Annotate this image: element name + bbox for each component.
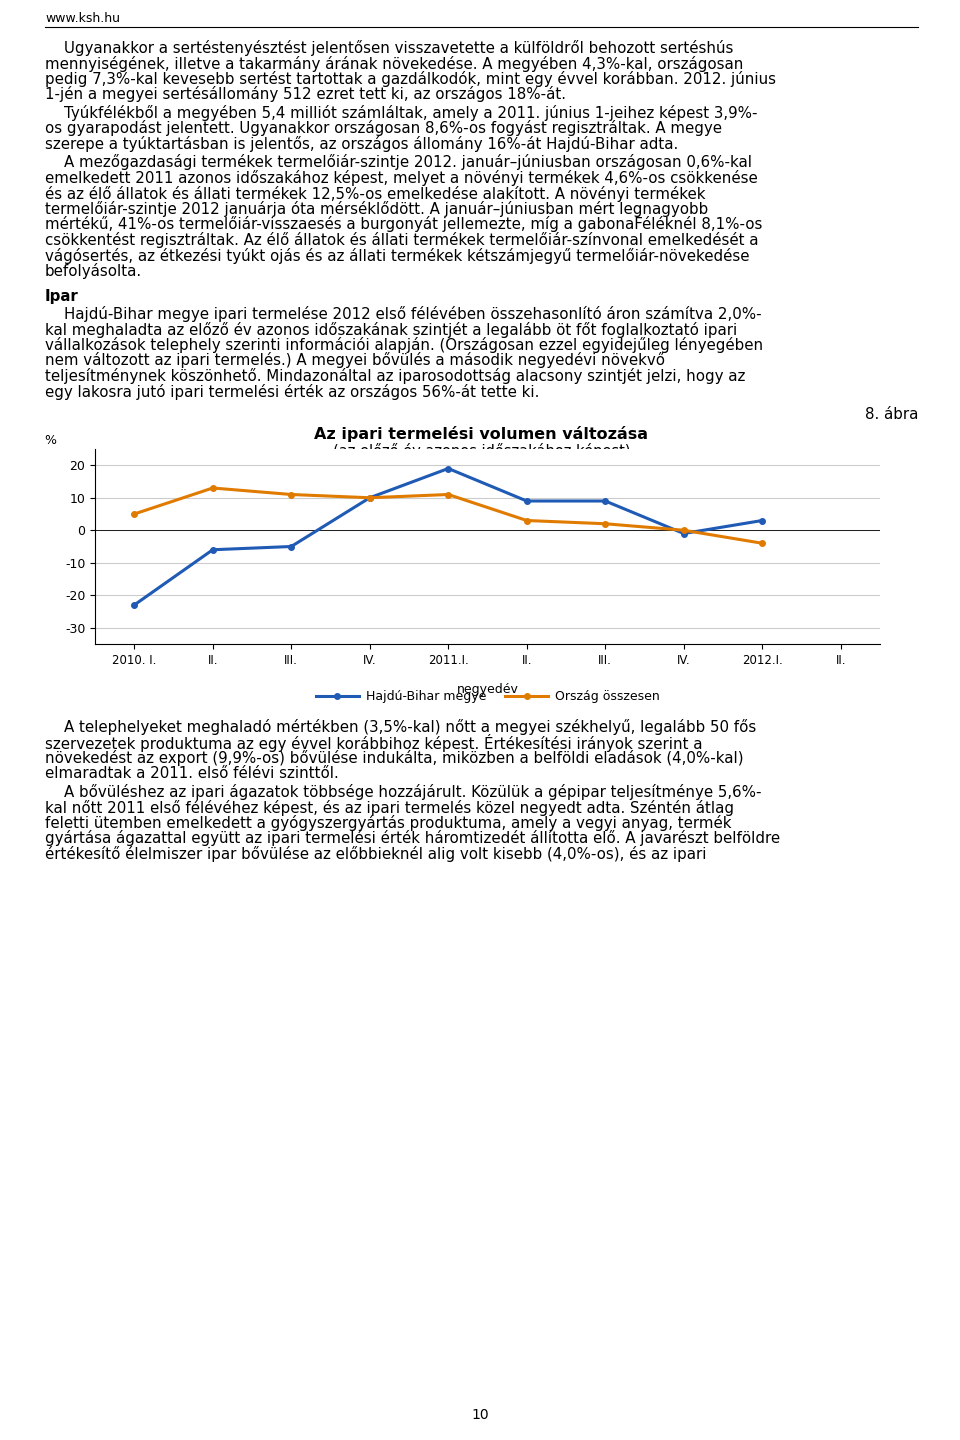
Text: Tyúkfélékből a megyében 5,4 milliót számláltak, amely a 2011. június 1-jeihez ké: Tyúkfélékből a megyében 5,4 milliót szám… bbox=[45, 105, 757, 121]
Text: növekedést az export (9,9%-os) bővülése indukálta, miközben a belföldi eladások : növekedést az export (9,9%-os) bővülése … bbox=[45, 750, 744, 766]
Text: egy lakosra jutó ipari termelési érték az országos 56%-át tette ki.: egy lakosra jutó ipari termelési érték a… bbox=[45, 383, 540, 399]
Text: teljesítménynek köszönhető. Mindazonáltal az iparosodottság alacsony szintjét je: teljesítménynek köszönhető. Mindazonálta… bbox=[45, 369, 745, 384]
Text: os gyarapodást jelentett. Ugyanakkor országosan 8,6%-os fogyást regisztráltak. A: os gyarapodást jelentett. Ugyanakkor ors… bbox=[45, 121, 722, 137]
Text: nem változott az ipari termelés.) A megyei bővülés a második negyedévi növekvő: nem változott az ipari termelés.) A megy… bbox=[45, 353, 665, 369]
Text: kal nőtt 2011 első félévéhez képest, és az ipari termelés közel negyedt adta. Sz: kal nőtt 2011 első félévéhez képest, és … bbox=[45, 799, 734, 815]
Text: 1-jén a megyei sertésállomány 512 ezret tett ki, az országos 18%-át.: 1-jén a megyei sertésállomány 512 ezret … bbox=[45, 86, 566, 102]
Text: elmaradtak a 2011. első félévi szinttől.: elmaradtak a 2011. első félévi szinttől. bbox=[45, 766, 339, 780]
Text: A bővüléshez az ipari ágazatok többsége hozzájárult. Közülük a gépipar teljesítm: A bővüléshez az ipari ágazatok többsége … bbox=[45, 783, 761, 801]
Text: szervezetek produktuma az egy évvel korábbihoz képest. Értékesítési irányok szer: szervezetek produktuma az egy évvel korá… bbox=[45, 734, 703, 753]
Text: gyártása ágazattal együtt az ipari termelési érték háromtizedét állította elő. A: gyártása ágazattal együtt az ipari terme… bbox=[45, 831, 780, 847]
Text: 10: 10 bbox=[471, 1408, 489, 1423]
Text: A mezőgazdasági termékek termelőiár-szintje 2012. január–júniusban országosan 0,: A mezőgazdasági termékek termelőiár-szin… bbox=[45, 154, 752, 170]
Text: (az előző év azonos időszakához képest): (az előző év azonos időszakához képest) bbox=[333, 444, 631, 459]
Text: %: % bbox=[44, 433, 56, 446]
Text: vágósertés, az étkezési tyúkt ojás és az állati termékek kétszámjegyű termelőiár: vágósertés, az étkezési tyúkt ojás és az… bbox=[45, 248, 750, 264]
Text: befolyásolta.: befolyásolta. bbox=[45, 264, 142, 279]
Text: Ipar: Ipar bbox=[45, 288, 79, 304]
Text: kal meghaladta az előző év azonos időszakának szintjét a legalább öt főt foglalk: kal meghaladta az előző év azonos idősza… bbox=[45, 321, 737, 337]
Text: Az ipari termelési volumen változása: Az ipari termelési volumen változása bbox=[315, 426, 649, 442]
Text: Ugyanakkor a sertéstenyésztést jelentősen visszavetette a külföldről behozott se: Ugyanakkor a sertéstenyésztést jelentőse… bbox=[45, 40, 733, 56]
Text: emelkedett 2011 azonos időszakához képest, melyet a növényi termékek 4,6%-os csö: emelkedett 2011 azonos időszakához képes… bbox=[45, 170, 757, 186]
Text: mértékű, 41%-os termelőiár-visszaesés a burgonyát jellemezte, míg a gabonaFélékn: mértékű, 41%-os termelőiár-visszaesés a … bbox=[45, 216, 762, 232]
Text: Hajdú-Bihar megye ipari termelése 2012 első félévében összehasonlító áron számít: Hajdú-Bihar megye ipari termelése 2012 e… bbox=[45, 307, 761, 323]
Text: csökkentést regisztráltak. Az élő állatok és állati termékek termelőiár-színvona: csökkentést regisztráltak. Az élő állato… bbox=[45, 232, 758, 248]
Text: értékesítő élelmiszer ipar bővülése az előbbieknél alig volt kisebb (4,0%-os), é: értékesítő élelmiszer ipar bővülése az e… bbox=[45, 845, 707, 863]
Text: www.ksh.hu: www.ksh.hu bbox=[45, 12, 120, 24]
Text: feletti ütemben emelkedett a gyógyszergyártás produktuma, amely a vegyi anyag, t: feletti ütemben emelkedett a gyógyszergy… bbox=[45, 815, 732, 831]
Text: negyedév: negyedév bbox=[457, 683, 518, 696]
Legend: Hajdú-Bihar megye, Ország összesen: Hajdú-Bihar megye, Ország összesen bbox=[311, 685, 664, 708]
Text: szerepe a tyúktartásban is jelentős, az országos állomány 16%-át Hajdú-Bihar adt: szerepe a tyúktartásban is jelentős, az … bbox=[45, 135, 679, 153]
Text: termelőiár-szintje 2012 januárja óta mérséklődött. A január–júniusban mért legna: termelőiár-szintje 2012 januárja óta mér… bbox=[45, 202, 708, 217]
Text: 8. ábra: 8. ábra bbox=[865, 408, 918, 422]
Text: mennyiségének, illetve a takarmány árának növekedése. A megyében 4,3%-kal, orszá: mennyiségének, illetve a takarmány árána… bbox=[45, 56, 743, 72]
Text: pedig 7,3%-kal kevesebb sertést tartottak a gazdálkodók, mint egy évvel korábban: pedig 7,3%-kal kevesebb sertést tartotta… bbox=[45, 71, 776, 86]
Text: vállalkozások telephely szerinti információi alapján. (Országosan ezzel egyidejű: vállalkozások telephely szerinti informá… bbox=[45, 337, 763, 353]
Text: A telephelyeket meghaladó mértékben (3,5%-kal) nőtt a megyei székhelyű, legalább: A telephelyeket meghaladó mértékben (3,5… bbox=[45, 719, 756, 734]
Text: és az élő állatok és állati termékek 12,5%-os emelkedése alakított. A növényi te: és az élő állatok és állati termékek 12,… bbox=[45, 186, 706, 202]
